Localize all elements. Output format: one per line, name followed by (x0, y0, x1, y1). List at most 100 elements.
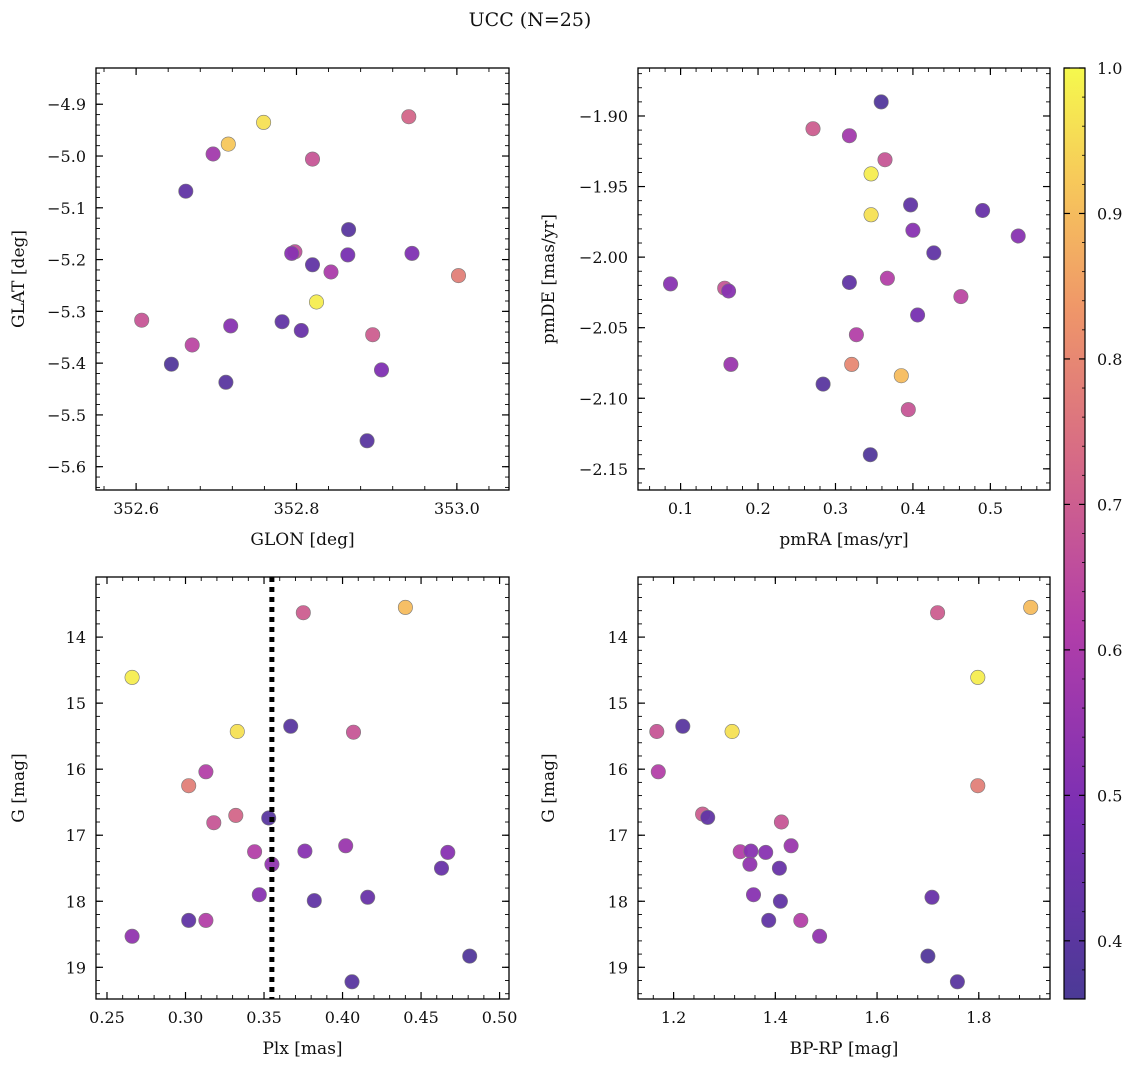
scatter-point (723, 356, 739, 372)
scatter-point (975, 203, 991, 219)
colorbar-tick-label: 1.0 (1097, 59, 1122, 78)
x-tick-label: 0.35 (246, 1008, 282, 1027)
scatter-point (879, 270, 895, 286)
y-axis-label: G [mag] (539, 753, 559, 822)
scatter-point (401, 109, 417, 125)
x-axis: 352.6 352.8 353.0 GLON [deg] (103, 68, 490, 550)
scatter-point (397, 599, 413, 615)
scatter-point (178, 183, 194, 199)
y-tick-label: −2.10 (579, 389, 628, 408)
x-axis-label: Plx [mas] (262, 1039, 342, 1059)
scatter-point (873, 94, 889, 110)
scatter-point (783, 838, 799, 854)
scatter-point (924, 889, 940, 905)
y-tick-label: 18 (66, 892, 86, 911)
scatter-point (223, 318, 239, 334)
y-tick-label: 15 (66, 694, 86, 713)
scatter-point (306, 893, 322, 909)
x-tick-label: 0.1 (668, 499, 693, 518)
colorbar-tick-label: 0.9 (1097, 204, 1122, 223)
plot-frame (95, 576, 510, 1000)
y-axis: −1.90 −1.95 −2.00 −2.05 −2.10 −2.15 pmDE [mas/… (539, 73, 1050, 484)
y-axis: 14 15 16 17 18 19 G [mag] (9, 583, 509, 995)
scatter-point (247, 844, 263, 860)
y-axis-label: GLAT [deg] (9, 230, 29, 328)
x-axis: 0.1 0.2 0.3 0.4 0.5 pmRA [mas/yr] (649, 68, 1038, 550)
scatter-point (124, 928, 140, 944)
scatter-point (184, 337, 200, 353)
x-tick-label: 352.8 (274, 499, 320, 518)
scatter-point (1010, 228, 1026, 244)
y-tick-label: 16 (608, 760, 628, 779)
scatter-point (323, 264, 339, 280)
y-axis: −4.9 −5.0 −5.1 −5.2 −5.3 −5.4 −5.5 −5.6 GLAT [de… (9, 72, 509, 488)
scatter-point (841, 274, 857, 290)
panel-4: 1.2 1.4 1.6 1.8 BP-RP [mag] 14 15 16 17 18 19 G [ma… (539, 576, 1051, 1059)
scatter-point (206, 815, 222, 831)
scatter-point (450, 268, 466, 284)
scatter-point (662, 276, 678, 292)
x-tick-label: 0.40 (325, 1008, 361, 1027)
scatter-point (650, 764, 666, 780)
scatter-point (903, 197, 919, 213)
scatter-point (404, 245, 420, 261)
y-tick-label: −5.3 (47, 302, 86, 321)
scatter-point (920, 948, 936, 964)
colorbar-tick-label: 0.8 (1097, 350, 1122, 369)
y-axis-label: G [mag] (9, 753, 29, 822)
scatter-point (228, 807, 244, 823)
x-tick-label: 1.2 (661, 1008, 686, 1027)
scatter-point (124, 669, 140, 685)
colorbar-tick-label: 0.5 (1097, 786, 1122, 805)
scatter-point (953, 289, 969, 305)
scatter-point (910, 307, 926, 323)
scatter-point (844, 356, 860, 372)
x-tick-label: 0.4 (900, 499, 925, 518)
scatter-point (218, 374, 234, 390)
scatter-point (649, 723, 665, 739)
scatter-point (308, 294, 324, 310)
y-tick-label: 14 (608, 628, 628, 647)
scatter-point (1023, 599, 1039, 615)
scatter-point (229, 723, 245, 739)
scatter-point (930, 605, 946, 621)
scatter-point (198, 912, 214, 928)
y-tick-label: 18 (608, 892, 628, 911)
y-tick-label: −4.9 (47, 95, 86, 114)
scatter-point (220, 136, 236, 152)
scatter-point (863, 207, 879, 223)
scatter-point (761, 912, 777, 928)
scatter-point (373, 362, 389, 378)
scatter-point (805, 121, 821, 137)
scatter-point (340, 247, 356, 263)
scatter-point (771, 860, 787, 876)
points (124, 599, 478, 990)
scatter-point (433, 860, 449, 876)
scatter-point (893, 368, 909, 384)
x-tick-label: 0.5 (978, 499, 1003, 518)
plot-frame (95, 67, 510, 491)
scatter-point (341, 222, 357, 238)
colorbar-gradient (1063, 67, 1086, 1000)
scatter-point (900, 402, 916, 418)
colorbar: 0.4 0.5 0.6 0.7 0.8 0.9 1.0 (1063, 59, 1122, 1000)
scatter-point (675, 718, 691, 734)
scatter-point (758, 844, 774, 860)
scatter-point (970, 778, 986, 794)
y-axis-label: pmDE [mas/yr] (539, 214, 559, 344)
scatter-point (848, 327, 864, 343)
scatter-point (970, 669, 986, 685)
y-axis: 14 15 16 17 18 19 G [mag] (539, 583, 1050, 995)
scatter-point (283, 718, 299, 734)
scatter-point (841, 128, 857, 144)
x-axis: 1.2 1.4 1.6 1.8 BP-RP [mag] (652, 577, 1041, 1059)
scatter-point (926, 245, 942, 261)
panel-1: 352.6 352.8 353.0 GLON [deg] −4.9 −5.0 −5.1 −5.… (9, 67, 510, 550)
scatter-point (304, 151, 320, 167)
scatter-point (338, 838, 354, 854)
y-tick-label: −1.95 (579, 178, 628, 197)
scatter-point (742, 856, 758, 872)
y-tick-label: −5.5 (47, 406, 86, 425)
scatter-point (773, 814, 789, 830)
y-tick-label: −5.6 (47, 458, 86, 477)
